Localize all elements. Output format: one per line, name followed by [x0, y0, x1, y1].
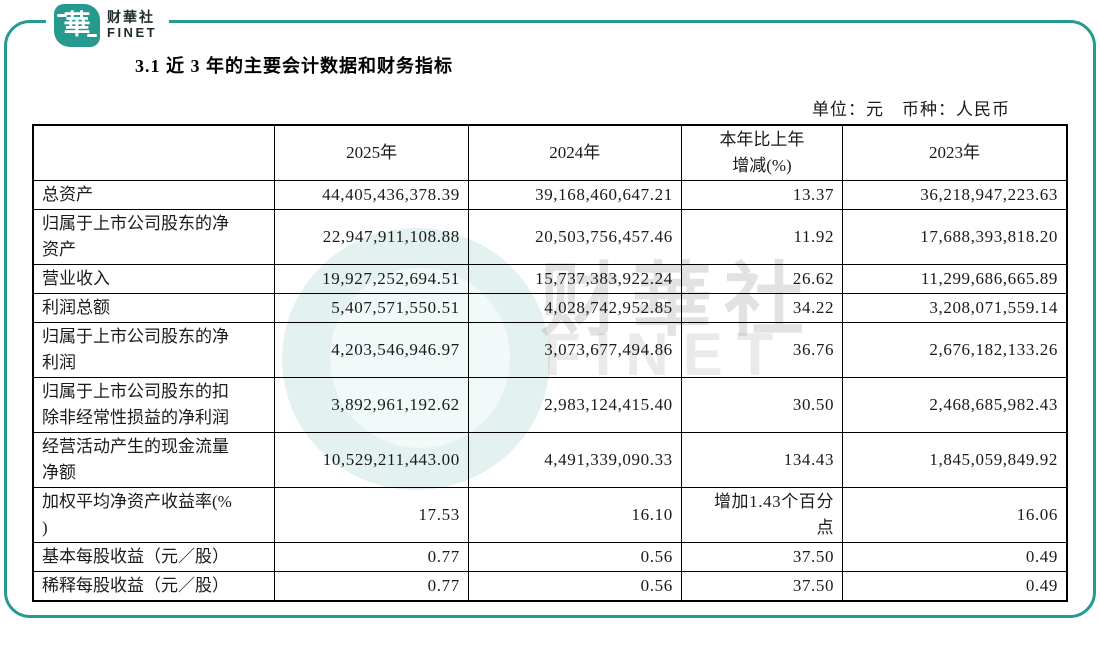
- financial-indicators-table: 2025年 2024年 本年比上年 增减(%) 2023年 总资产 44,405,436…: [32, 124, 1068, 602]
- table-row: 归属于上市公司股东的净 利润 4,203,546,946.97 3,073,677,…: [32, 322, 1068, 378]
- cell-value: 13.37: [680, 180, 844, 210]
- table-row: 经营活动产生的现金流量 净额 10,529,211,443.00 4,491,339…: [32, 432, 1068, 488]
- cell-value: 16.06: [842, 487, 1068, 543]
- cell-value: 20,503,756,457.46: [467, 209, 682, 265]
- cell-value: 5,407,571,550.51: [274, 293, 469, 323]
- brand-text: 财華社 FINET: [107, 9, 157, 40]
- cell-value: 11.92: [680, 209, 844, 265]
- table-header-row: 2025年 2024年 本年比上年 增减(%) 2023年: [32, 124, 1068, 181]
- cell-value: 3,892,961,192.62: [274, 377, 469, 433]
- table-row: 加权平均净资产收益率(% ) 17.53 16.10 增加1.43个百分 点 16.06: [32, 487, 1068, 543]
- row-label: 加权平均净资产收益率(% ): [32, 487, 276, 543]
- row-label: 归属于上市公司股东的扣 除非经常性损益的净利润: [32, 377, 276, 433]
- cell-value: 4,203,546,946.97: [274, 322, 469, 378]
- cell-value: 0.56: [467, 542, 682, 572]
- unit-currency-line: 单位：元 币种：人民币: [812, 100, 1010, 119]
- cell-value: 增加1.43个百分 点: [680, 487, 844, 543]
- cell-value: 0.77: [274, 571, 469, 602]
- cell-value: 15,737,383,922.24: [467, 264, 682, 294]
- logo-dash-icon: [87, 33, 97, 37]
- column-header-2: 2024年: [467, 124, 682, 181]
- table-row: 总资产 44,405,436,378.39 39,168,460,647.21 13.…: [32, 180, 1068, 210]
- cell-value: 4,491,339,090.33: [467, 432, 682, 488]
- logo-glyph: 華: [63, 9, 91, 40]
- cell-value: 11,299,686,665.89: [842, 264, 1068, 294]
- cell-value: 0.49: [842, 542, 1068, 572]
- table-row: 利润总额 5,407,571,550.51 4,028,742,952.85 34.2…: [32, 293, 1068, 323]
- finet-logo-icon: 華: [54, 3, 100, 47]
- cell-value: 17,688,393,818.20: [842, 209, 1068, 265]
- row-label: 归属于上市公司股东的净 利润: [32, 322, 276, 378]
- cell-value: 30.50: [680, 377, 844, 433]
- cell-value: 0.56: [467, 571, 682, 602]
- column-header-3: 本年比上年 增减(%): [680, 124, 844, 181]
- cell-value: 17.53: [274, 487, 469, 543]
- cell-value: 37.50: [680, 571, 844, 602]
- cell-value: 22,947,911,108.88: [274, 209, 469, 265]
- table-row: 基本每股收益（元／股） 0.77 0.56 37.50 0.49: [32, 542, 1068, 572]
- cell-value: 1,845,059,849.92: [842, 432, 1068, 488]
- cell-value: 16.10: [467, 487, 682, 543]
- cell-value: 3,073,677,494.86: [467, 322, 682, 378]
- brand-logo: 華 财華社 FINET: [46, 0, 170, 50]
- row-label: 利润总额: [32, 293, 276, 323]
- table-row: 稀释每股收益（元／股） 0.77 0.56 37.50 0.49: [32, 571, 1068, 602]
- cell-value: 0.49: [842, 571, 1068, 602]
- row-label: 经营活动产生的现金流量 净额: [32, 432, 276, 488]
- cell-value: 37.50: [680, 542, 844, 572]
- cell-value: 44,405,436,378.39: [274, 180, 469, 210]
- cell-value: 2,983,124,415.40: [467, 377, 682, 433]
- cell-value: 2,676,182,133.26: [842, 322, 1068, 378]
- table-row: 归属于上市公司股东的净 资产 22,947,911,108.88 20,503,75…: [32, 209, 1068, 265]
- column-header-0: [32, 124, 276, 181]
- cell-value: 39,168,460,647.21: [467, 180, 682, 210]
- cell-value: 0.77: [274, 542, 469, 572]
- section-title: 3.1 近 3 年的主要会计数据和财务指标: [135, 56, 453, 76]
- row-label: 归属于上市公司股东的净 资产: [32, 209, 276, 265]
- table-row: 归属于上市公司股东的扣 除非经常性损益的净利润 3,892,961,192.62 2…: [32, 377, 1068, 433]
- cell-value: 36,218,947,223.63: [842, 180, 1068, 210]
- row-label: 基本每股收益（元／股）: [32, 542, 276, 572]
- cell-value: 2,468,685,982.43: [842, 377, 1068, 433]
- row-label: 总资产: [32, 180, 276, 210]
- row-label: 营业收入: [32, 264, 276, 294]
- cell-value: 4,028,742,952.85: [467, 293, 682, 323]
- brand-name-en: FINET: [107, 24, 158, 40]
- cell-value: 19,927,252,694.51: [274, 264, 469, 294]
- cell-value: 26.62: [680, 264, 844, 294]
- row-label: 稀释每股收益（元／股）: [32, 571, 276, 602]
- logo-dash-icon: [57, 13, 67, 17]
- column-header-4: 2023年: [842, 124, 1068, 181]
- cell-value: 34.22: [680, 293, 844, 323]
- column-header-1: 2025年: [274, 124, 469, 181]
- cell-value: 36.76: [680, 322, 844, 378]
- cell-value: 10,529,211,443.00: [274, 432, 469, 488]
- cell-value: 134.43: [680, 432, 844, 488]
- cell-value: 3,208,071,559.14: [842, 293, 1068, 323]
- brand-name-cn: 财華社: [107, 9, 155, 26]
- table-row: 营业收入 19,927,252,694.51 15,737,383,922.24 26…: [32, 264, 1068, 294]
